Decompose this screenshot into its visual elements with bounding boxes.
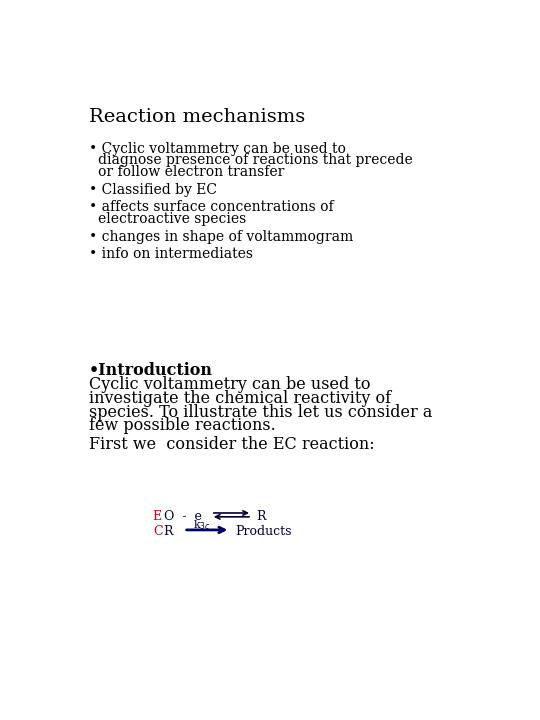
Text: Cyclic voltammetry can be used to: Cyclic voltammetry can be used to — [89, 376, 370, 393]
Text: •Introduction: •Introduction — [89, 362, 213, 379]
Text: O  -  e: O - e — [164, 510, 201, 523]
Text: C: C — [153, 526, 163, 539]
Text: few possible reactions.: few possible reactions. — [89, 418, 276, 434]
Text: E: E — [153, 510, 162, 523]
Text: • changes in shape of voltammogram: • changes in shape of voltammogram — [89, 230, 354, 243]
Text: investigate the chemical reactivity of: investigate the chemical reactivity of — [89, 390, 392, 407]
Text: or follow electron transfer: or follow electron transfer — [98, 165, 285, 179]
Text: species. To illustrate this let us consider a: species. To illustrate this let us consi… — [89, 404, 433, 420]
Text: First we  consider the EC reaction:: First we consider the EC reaction: — [89, 436, 375, 453]
Text: diagnose presence of reactions that precede: diagnose presence of reactions that prec… — [98, 153, 413, 167]
Text: • affects surface concentrations of: • affects surface concentrations of — [89, 200, 334, 215]
Text: • Classified by EC: • Classified by EC — [89, 183, 217, 197]
Text: • info on intermediates: • info on intermediates — [89, 248, 253, 261]
Text: k$_{3c}$: k$_{3c}$ — [193, 518, 211, 532]
Text: electroactive species: electroactive species — [98, 212, 247, 226]
Text: • Cyclic voltammetry can be used to: • Cyclic voltammetry can be used to — [89, 142, 346, 156]
Text: Products: Products — [235, 526, 292, 539]
Text: Reaction mechanisms: Reaction mechanisms — [89, 108, 306, 126]
Text: R: R — [256, 510, 266, 523]
Text: R: R — [164, 526, 173, 539]
